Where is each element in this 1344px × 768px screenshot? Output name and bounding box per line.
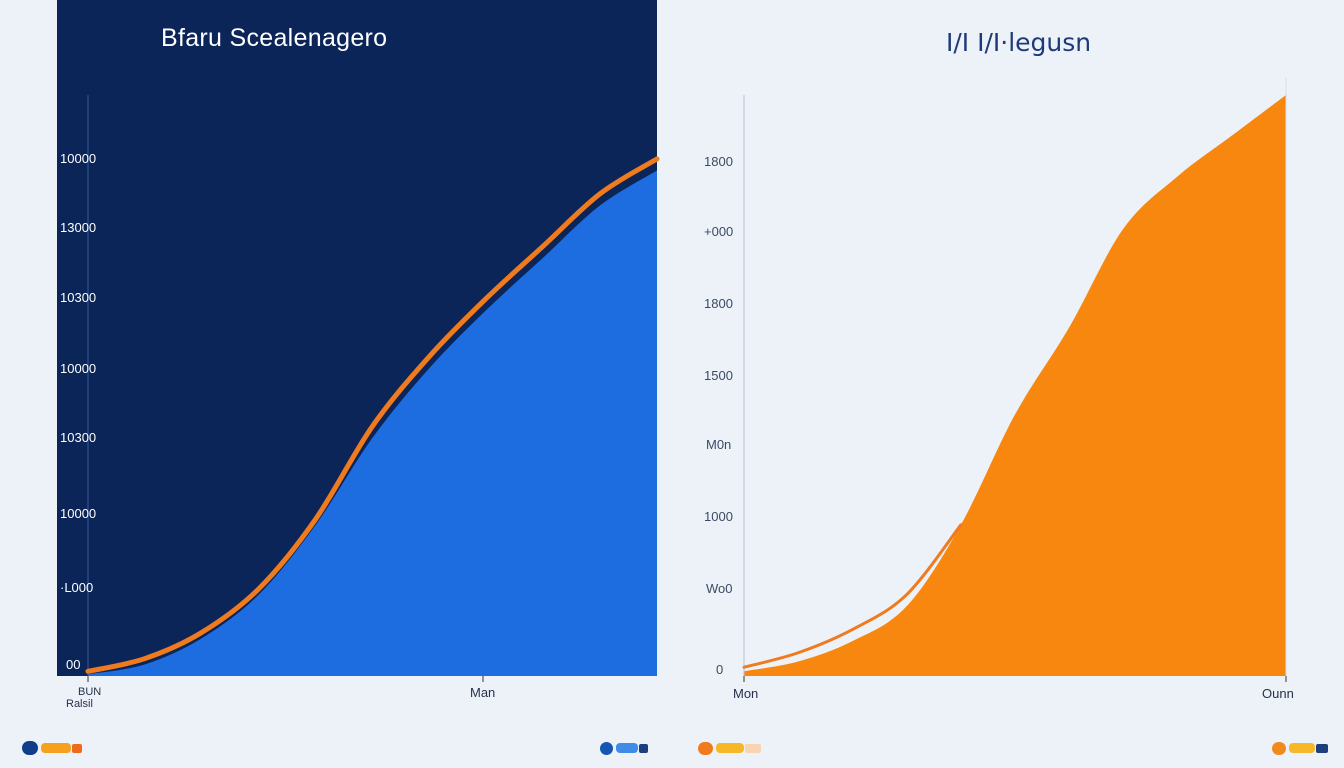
legend-tail (1316, 743, 1328, 753)
right-y-tick-label: 1800 (704, 154, 733, 169)
legend-left-b (600, 740, 648, 756)
legend-dot (1272, 741, 1286, 755)
legend-dot (698, 741, 713, 755)
right-y-tick-label: M0n (706, 437, 732, 452)
left-x-tick-label: Man (470, 685, 496, 700)
left-y-tick-label: 10300 (60, 430, 97, 445)
left-chart-title: Bfaru Scealenagero (161, 24, 388, 52)
legend-right-b (1272, 740, 1328, 756)
legend-tail (745, 743, 761, 753)
legend-bar (41, 743, 71, 753)
legend-bar (716, 743, 744, 753)
left-area-series (88, 170, 657, 676)
right-y-tick-label: 1500 (704, 368, 733, 383)
right-y-tick-label: +000 (704, 224, 734, 239)
right-area-series (744, 95, 1286, 676)
legend-dot (22, 741, 38, 755)
right-line-series (742, 523, 963, 669)
right-y-tick-label: 1800 (704, 296, 733, 311)
left-y-tick-label: 10000 (60, 506, 97, 521)
legend-bar (1289, 743, 1315, 753)
left-y-tick-label: 00 (66, 657, 81, 672)
right-x-tick-label: Mon (733, 686, 759, 701)
left-x-start-sublabel: Ralsil (66, 698, 93, 710)
right-y-tick-label: Wo0 (706, 581, 733, 596)
left-x-start-label: BUN (78, 686, 102, 698)
legend-tail (72, 743, 82, 753)
legend-right-a (698, 740, 761, 756)
legend-tail (639, 743, 648, 753)
left-y-tick-label: 13000 (60, 220, 97, 235)
left-chart-plot (85, 95, 660, 682)
right-y-tick-label: 1000 (704, 509, 733, 524)
right-chart-plot (742, 78, 1287, 682)
left-y-tick-label: ·L000 (60, 580, 94, 595)
right-x-tick-label: Ounn (1262, 686, 1294, 701)
legend-left-a (22, 740, 82, 756)
right-chart-title: I/I I/I·legusn (946, 28, 1092, 57)
left-line-series (85, 156, 660, 674)
left-y-tick-label: 10300 (60, 290, 97, 305)
legend-dot (600, 741, 613, 755)
left-y-tick-label: 10000 (60, 361, 97, 376)
left-y-tick-label: 10000 (60, 151, 97, 166)
right-y-tick-label: 0 (716, 662, 724, 677)
legend-bar (616, 743, 638, 753)
